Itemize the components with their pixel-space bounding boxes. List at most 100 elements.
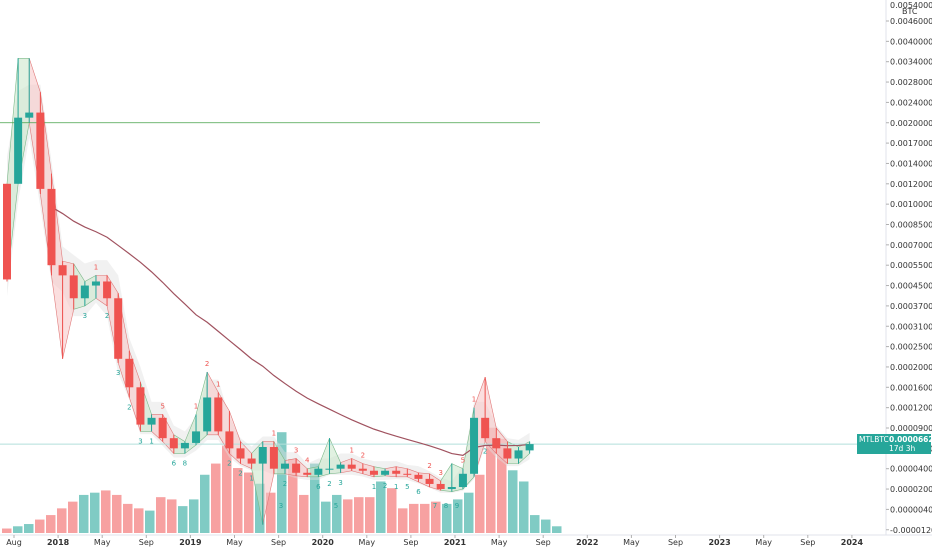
candle-body[interactable] (147, 417, 156, 425)
candle-body[interactable] (481, 417, 490, 439)
candle-body[interactable] (125, 358, 134, 388)
time-axis[interactable]: Aug 2018 May Sep 2019 May Sep 2020 May Sep 2021 May… (6, 535, 863, 547)
volume-bar (46, 515, 56, 533)
candle-body[interactable] (80, 285, 89, 299)
candle-body[interactable] (247, 458, 256, 464)
candle-body[interactable] (225, 431, 234, 449)
time-tick-label: Sep (403, 538, 418, 547)
volume-bar (552, 526, 562, 533)
candle-layer (3, 58, 534, 525)
volume-bar (508, 470, 518, 533)
candle-body[interactable] (292, 463, 301, 473)
candle-body[interactable] (103, 281, 112, 299)
candle-body[interactable] (325, 468, 334, 470)
candle-body[interactable] (158, 417, 167, 439)
candle-body[interactable] (169, 438, 178, 449)
candle-body[interactable] (525, 444, 534, 451)
volume-bar (310, 463, 320, 533)
candle-body[interactable] (392, 470, 401, 474)
td-count-label: 1 (372, 483, 376, 491)
time-tick-label: Sep (668, 538, 683, 547)
candle-body[interactable] (236, 448, 245, 459)
volume-bar (530, 515, 540, 533)
candle-body[interactable] (314, 468, 323, 475)
candle-body[interactable] (458, 473, 467, 488)
candle-body[interactable] (425, 478, 434, 484)
time-tick-label: May (755, 538, 772, 547)
td-count-label: 2 (105, 312, 109, 320)
time-tick-label: May (94, 538, 111, 547)
candle-body[interactable] (269, 446, 278, 469)
candle-body[interactable] (447, 487, 456, 490)
volume-bar (156, 497, 166, 533)
td-count-label: 8 (183, 459, 187, 467)
candle-body[interactable] (91, 281, 100, 286)
candle-body[interactable] (203, 397, 212, 432)
td-count-label: 6 (316, 483, 321, 491)
candle-body[interactable] (470, 417, 479, 474)
candle-body[interactable] (403, 473, 412, 475)
candle-body[interactable] (58, 265, 67, 276)
candle-body[interactable] (214, 397, 223, 432)
time-tick-label: 2022 (576, 538, 598, 547)
td-count-label: 1 (349, 447, 353, 455)
price-tick-label: 0.00000400 (890, 505, 932, 514)
candle-body[interactable] (14, 117, 23, 184)
candle-body[interactable] (303, 472, 312, 475)
candle-body[interactable] (414, 474, 423, 479)
time-tick-label: May (623, 538, 640, 547)
candle-body[interactable] (336, 464, 345, 469)
volume-bar (167, 499, 177, 533)
candle-body[interactable] (47, 188, 56, 266)
candle-body[interactable] (436, 483, 445, 490)
moving-average-layer (51, 206, 530, 456)
td-count-label: 2 (238, 470, 242, 478)
candle-body[interactable] (136, 387, 145, 425)
volume-bar (431, 501, 441, 533)
price-tick-label: -0.00001200 (890, 526, 932, 535)
candle-body[interactable] (503, 448, 512, 459)
volume-bar (321, 501, 331, 533)
candle-body[interactable] (36, 112, 45, 189)
last-price-label: 0.00006623 (889, 435, 932, 444)
candle-body[interactable] (281, 463, 289, 469)
candle-body[interactable] (69, 275, 78, 299)
time-tick-label: 2023 (708, 538, 730, 547)
candle-body[interactable] (3, 183, 11, 280)
candle-body[interactable] (514, 450, 523, 459)
symbol-label: MTLBTC (859, 435, 889, 444)
volume-bar (453, 499, 463, 533)
candle-body[interactable] (369, 470, 378, 475)
td-count-label: 3 (116, 369, 120, 377)
time-tick-label: 2020 (312, 538, 335, 547)
candle-body[interactable] (381, 470, 390, 475)
time-tick-label: Sep (139, 538, 154, 547)
candle-body[interactable] (114, 298, 123, 359)
td-count-label: 1 (394, 483, 398, 491)
td-count-label: 2 (483, 448, 487, 456)
candle-body[interactable] (347, 464, 356, 469)
candle-body[interactable] (492, 438, 501, 449)
candle-body[interactable] (192, 431, 201, 443)
candle-body[interactable] (358, 468, 367, 471)
moving-average-line (51, 206, 530, 456)
volume-count-label: 3 (279, 502, 283, 510)
td-count-label: 3 (438, 469, 442, 477)
candle-body[interactable] (180, 442, 189, 449)
td-count-label: 1 (194, 402, 198, 410)
time-tick-label: May (491, 538, 508, 547)
volume-bar (211, 463, 221, 533)
volume-bar (24, 524, 34, 533)
volume-bar (57, 508, 67, 533)
candle-body[interactable] (258, 446, 267, 464)
candle-body[interactable] (25, 112, 34, 118)
